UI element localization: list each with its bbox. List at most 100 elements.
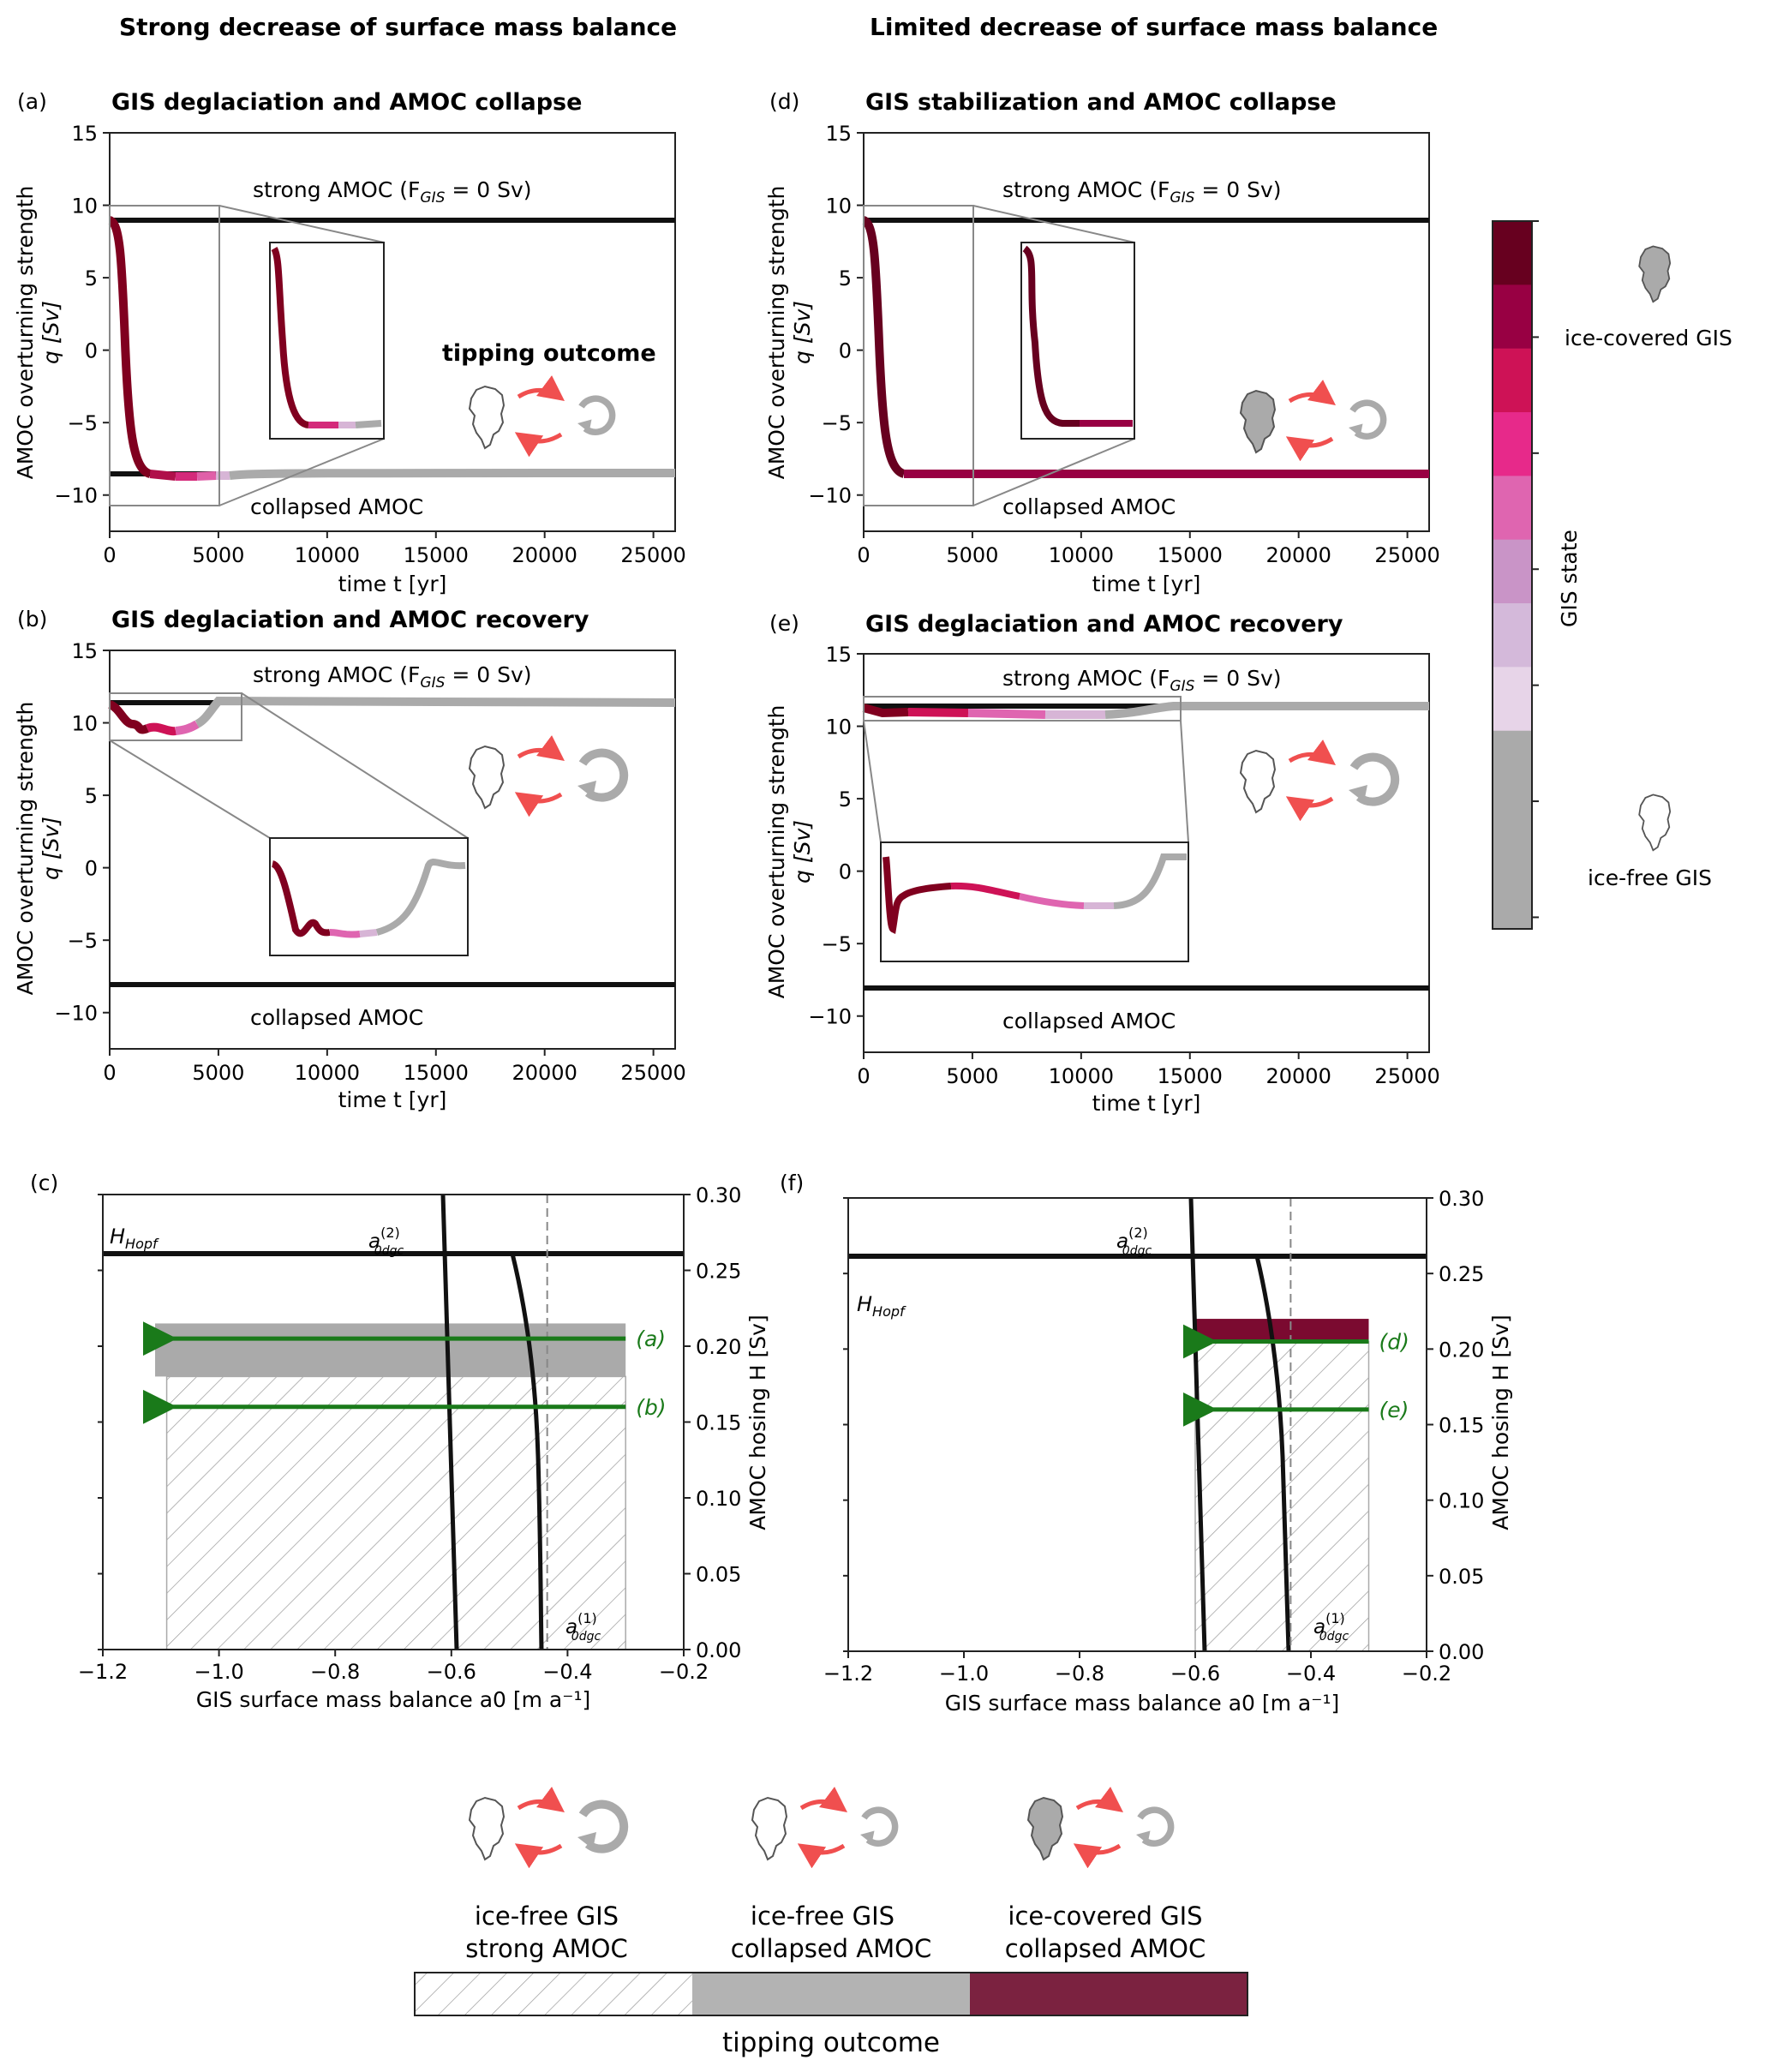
legend-item-3-line1: ice-covered GIS	[1008, 1901, 1202, 1931]
panel-b-frame	[109, 650, 676, 1050]
panel-b-outcome-icon	[469, 746, 624, 809]
panel-f-arrows: (d) (e)	[1182, 1324, 1409, 1427]
panel-d-inset	[1020, 242, 1135, 440]
panel-a-q-series	[107, 216, 676, 481]
colorbar-bottom-label: ice-free GIS	[1588, 865, 1712, 890]
legend-swatch-hatched	[415, 1973, 692, 2015]
panel-e-chart: 0 5000 10000 15000 20000 25000 15 10 5 0 −5 −10 str…	[764, 643, 1440, 1116]
y-tick-label: 10	[825, 716, 852, 740]
panel-d-strong-label: strong AMOC (FGIS = 0 Sv)	[1002, 177, 1282, 207]
colorbar-segment	[1493, 412, 1532, 476]
panel-a-outcome-icon	[469, 386, 613, 449]
panel-a-collapsed-label: collapsed AMOC	[250, 494, 423, 519]
y-tick-label: 0	[839, 860, 852, 884]
panel-c-chart: HHopf a(2) 0dgc a(1) 0dgc (a)(b) −1.2 −1.0−…	[78, 1183, 770, 1712]
scenario-arrow-label: (a)	[636, 1326, 666, 1351]
y-tick-label: 5	[85, 784, 98, 808]
y-tick-label: 15	[71, 122, 98, 146]
x-tick-label: 5000	[192, 543, 244, 567]
panel-f-letter: (f)	[780, 1171, 804, 1195]
region-hatched	[165, 1375, 626, 1650]
panel-b-title: GIS deglaciation and AMOC recovery	[111, 607, 589, 633]
panel-b-letter: (b)	[17, 607, 47, 632]
colorbar-segments	[1493, 220, 1539, 929]
x-tick-label: 25000	[1374, 1064, 1439, 1088]
y-tick-label: 0	[839, 339, 852, 363]
y-tick-label: 0.20	[696, 1335, 741, 1359]
panel-f-a0dgc2-label: a(2) 0dgc	[1116, 1225, 1152, 1258]
y-tick-label: −10	[54, 1002, 98, 1026]
panel-c-ylabel: AMOC hosing H [Sv]	[745, 1314, 770, 1530]
x-tick-label: −0.4	[1286, 1662, 1336, 1686]
legend-item-2-line2: collapsed AMOC	[731, 1934, 932, 1963]
panel-e-ylabel: AMOC overturning strength	[764, 705, 789, 999]
x-tick-label: 0	[857, 1064, 870, 1088]
legend-item-1-line1: ice-free GIS	[475, 1901, 619, 1931]
panel-d-zoom-box	[863, 205, 974, 506]
left-column-header: Strong decrease of surface mass balance	[119, 13, 677, 41]
panel-b-strong-label: strong AMOC (FGIS = 0 Sv)	[253, 662, 532, 692]
panel-b-zoom-box	[109, 692, 242, 741]
panel-d-xlabel: time t [yr]	[1092, 572, 1201, 596]
panel-d-ylabel-2: q [Sv]	[790, 301, 815, 364]
colorbar-top-label: ice-covered GIS	[1565, 326, 1732, 350]
panel-e-q-series	[862, 702, 1429, 719]
y-tick-label: −5	[822, 932, 852, 956]
panel-b-ticks: 0 5000 10000 15000 20000 25000 15 10 5 0 −5 −10	[54, 639, 685, 1085]
panel-a-zoom-box	[109, 205, 220, 506]
x-tick-label: 20000	[512, 543, 577, 567]
colorbar-segment	[1493, 539, 1532, 604]
panel-d-chart: 0 5000 10000 15000 20000 25000 15 10 5 0 −5 −10 str…	[764, 122, 1440, 596]
x-tick-label: 25000	[620, 543, 685, 567]
panel-a-xlabel: time t [yr]	[338, 572, 447, 596]
legend-icon-collapsed-covered	[1027, 1797, 1171, 1860]
x-tick-label: 0	[103, 1061, 116, 1085]
y-tick-label: 0	[85, 857, 98, 881]
panel-d-title: GIS stabilization and AMOC collapse	[865, 89, 1337, 116]
x-tick-label: 0	[857, 543, 870, 567]
panel-d-q-series	[861, 216, 1429, 478]
panel-f-xlabel: GIS surface mass balance a0 [m a⁻¹]	[945, 1691, 1339, 1716]
legend-icon-collapsed-free	[751, 1797, 895, 1860]
scenario-arrow-label: (d)	[1379, 1330, 1409, 1355]
x-tick-label: −0.8	[1055, 1662, 1104, 1686]
x-tick-label: −0.2	[659, 1660, 709, 1684]
panel-f-chart: HHopf a(2) 0dgc a(1) 0dgc (d)(e) −1.2 −1.0−…	[823, 1187, 1513, 1716]
tipping-outcome-legend: ice-free GIS strong AMOC ice-free GIS co…	[414, 1797, 1248, 2058]
x-tick-label: 10000	[295, 1061, 360, 1085]
y-tick-label: 0.25	[1439, 1262, 1484, 1286]
y-tick-label: −5	[68, 411, 98, 435]
x-tick-label: −0.2	[1402, 1662, 1451, 1686]
legend-item-2-line1: ice-free GIS	[751, 1901, 894, 1931]
panel-a-ticks: 0 5000 10000 15000 20000 25000 15 10 5 0 −5 −10	[54, 122, 685, 567]
x-tick-label: 0	[103, 543, 116, 567]
panel-f-a0dgc2-curve	[1188, 1197, 1207, 1652]
y-tick-label: 15	[71, 639, 98, 663]
y-tick-label: 0.30	[1439, 1187, 1484, 1211]
x-tick-label: −0.8	[310, 1660, 360, 1684]
panel-a-tipping-label: tipping outcome	[442, 340, 656, 367]
legend-swatch-gray	[692, 1973, 970, 2015]
panel-c-regions	[155, 1323, 626, 1650]
x-tick-label: 25000	[620, 1061, 685, 1085]
colorbar-segment	[1493, 221, 1532, 285]
y-tick-label: 0.00	[1439, 1640, 1484, 1664]
colorbar-segment	[1493, 476, 1532, 541]
right-column-header: Limited decrease of surface mass balance	[870, 13, 1438, 41]
y-tick-label: −10	[54, 484, 98, 508]
colorbar-top-icon	[1638, 245, 1672, 303]
panel-d-collapsed-label: collapsed AMOC	[1002, 494, 1176, 519]
legend-title: tipping outcome	[722, 2027, 940, 2058]
panel-e-xlabel: time t [yr]	[1092, 1091, 1201, 1116]
panel-e-collapsed-label: collapsed AMOC	[1002, 1009, 1176, 1033]
y-tick-label: 15	[825, 643, 852, 667]
panel-b-inset	[269, 837, 469, 956]
y-tick-label: −5	[822, 411, 852, 435]
x-tick-label: 15000	[1158, 543, 1223, 567]
panel-b-chart: 0 5000 10000 15000 20000 25000 15 10 5 0 −5 −10 str…	[13, 639, 686, 1112]
panel-c-hopf-label: HHopf	[110, 1225, 159, 1252]
colorbar-title: GIS state	[1557, 530, 1582, 627]
x-tick-label: 10000	[1049, 1064, 1114, 1088]
panel-f-hopf-label: HHopf	[857, 1292, 906, 1320]
